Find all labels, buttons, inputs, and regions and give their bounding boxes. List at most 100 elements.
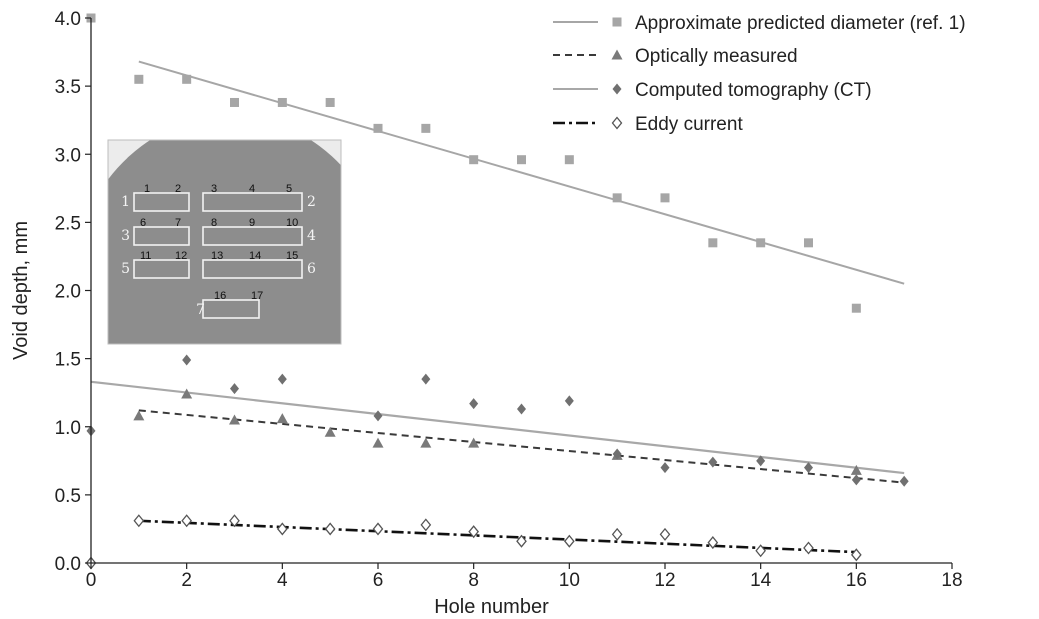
data-point-series-1-0 — [133, 410, 145, 421]
x-tick-label-7: 14 — [750, 570, 772, 591]
data-point-series-3-4 — [276, 522, 288, 536]
y-tick-label-2: 1.0 — [55, 418, 81, 439]
legend-label-2: Computed tomography (CT) — [635, 80, 872, 101]
trend-line-series-0 — [138, 60, 905, 285]
hole-label-17: 17 — [251, 290, 263, 302]
y-tick-label-3: 1.5 — [55, 350, 81, 371]
data-point-series-3-6 — [372, 522, 384, 536]
hole-group-box-7 — [202, 299, 260, 319]
hole-label-2: 2 — [175, 183, 181, 195]
data-point-series-1-2 — [229, 414, 240, 425]
x-tick-label-8: 16 — [846, 570, 867, 591]
axes: 0 2 4 6 8 10 12 14 16 180.00.51.01.52.02.53.03.54… — [10, 9, 963, 618]
group-label-6: 6 — [307, 261, 316, 277]
y-tick-label-1: 0.5 — [55, 486, 81, 507]
data-point-series-0-5 — [325, 97, 335, 107]
data-point-series-2-15 — [899, 475, 909, 487]
hole-label-3: 3 — [211, 183, 217, 195]
data-point-series-2-5 — [421, 373, 431, 385]
y-tick-label-5: 2.5 — [55, 213, 81, 234]
hole-group-box-4 — [202, 226, 303, 246]
legend-marker-3 — [611, 116, 623, 130]
series-2-markers — [86, 354, 909, 487]
hole-group-box-5 — [133, 259, 190, 279]
data-point-series-3-1 — [133, 514, 145, 528]
group-label-2: 2 — [307, 194, 316, 210]
series-0-markers — [86, 13, 861, 313]
data-point-series-1-4 — [324, 426, 336, 437]
hole-label-12: 12 — [175, 250, 187, 262]
hole-label-4: 4 — [249, 183, 255, 195]
data-point-series-0-12 — [660, 193, 670, 203]
x-axis-title: Hole number — [434, 596, 549, 618]
y-tick-label-7: 3.5 — [55, 77, 81, 98]
group-label-7: 7 — [196, 302, 205, 318]
data-point-series-2-10 — [660, 462, 670, 474]
legend-label-3: Eddy current — [635, 114, 743, 135]
legend-marker-0 — [612, 17, 622, 27]
x-tick-label-0: 0 — [86, 570, 97, 591]
hole-group-box-1 — [133, 192, 190, 212]
data-point-series-2-11 — [708, 456, 718, 468]
data-point-series-1-1 — [181, 388, 193, 399]
hole-label-1: 1 — [144, 183, 150, 195]
data-point-series-1-6 — [420, 437, 432, 448]
x-tick-label-4: 8 — [468, 570, 479, 591]
hole-label-7: 7 — [175, 217, 181, 229]
data-point-series-0-8 — [469, 155, 479, 165]
data-point-series-1-5 — [372, 437, 384, 448]
data-point-series-2-14 — [851, 474, 861, 486]
data-point-series-3-8 — [468, 525, 480, 539]
data-point-series-0-14 — [756, 238, 766, 248]
legend-marker-2 — [612, 83, 622, 95]
data-point-series-3-14 — [755, 544, 767, 558]
hole-label-11: 11 — [140, 250, 151, 262]
x-tick-label-3: 6 — [373, 570, 384, 591]
data-point-series-3-11 — [611, 527, 623, 541]
data-point-series-1-7 — [468, 437, 480, 448]
data-point-series-0-7 — [421, 123, 431, 133]
y-axis-title: Void depth, mm — [10, 221, 32, 360]
legend-entry-1: Optically measured — [553, 46, 798, 67]
trend-line-series-2 — [90, 380, 905, 475]
hole-group-box-2 — [202, 192, 303, 212]
disk-shape — [108, 140, 341, 344]
hole-group-box-6 — [202, 259, 303, 279]
data-point-series-1-9 — [850, 464, 862, 475]
data-point-series-2-4 — [373, 410, 383, 422]
hole-label-16: 16 — [214, 290, 226, 302]
data-point-series-1-3 — [276, 413, 288, 424]
data-point-series-2-7 — [517, 403, 526, 415]
series-3-markers — [85, 514, 862, 570]
hole-label-10: 10 — [286, 217, 298, 229]
data-point-series-3-3 — [229, 514, 240, 528]
hole-label-15: 15 — [286, 250, 298, 262]
hole-label-8: 8 — [211, 217, 217, 229]
data-point-series-3-13 — [707, 536, 719, 550]
data-point-series-2-13 — [804, 462, 813, 474]
data-point-series-3-7 — [420, 518, 432, 532]
plot-area — [85, 13, 909, 570]
data-point-series-0-2 — [182, 74, 192, 84]
y-tick-label-0: 0.0 — [55, 554, 81, 575]
hole-label-5: 5 — [286, 183, 292, 195]
data-point-series-0-9 — [517, 155, 526, 165]
data-point-series-3-16 — [850, 548, 862, 562]
inset-frame — [107, 139, 342, 345]
data-point-series-2-8 — [564, 395, 574, 407]
hole-label-13: 13 — [211, 250, 223, 262]
group-label-3: 3 — [121, 228, 130, 244]
legend-entry-0: Approximate predicted diameter (ref. 1) — [553, 13, 966, 34]
data-point-series-0-16 — [851, 303, 861, 313]
data-point-series-3-5 — [324, 522, 336, 536]
group-label-4: 4 — [307, 228, 316, 244]
data-point-series-0-4 — [277, 97, 287, 107]
data-point-series-2-3 — [277, 373, 287, 385]
data-point-series-2-1 — [182, 354, 192, 366]
legend: Approximate predicted diameter (ref. 1) O… — [553, 13, 966, 135]
legend-marker-1 — [611, 49, 623, 60]
x-tick-label-6: 12 — [654, 570, 675, 591]
data-point-series-0-3 — [230, 97, 239, 107]
